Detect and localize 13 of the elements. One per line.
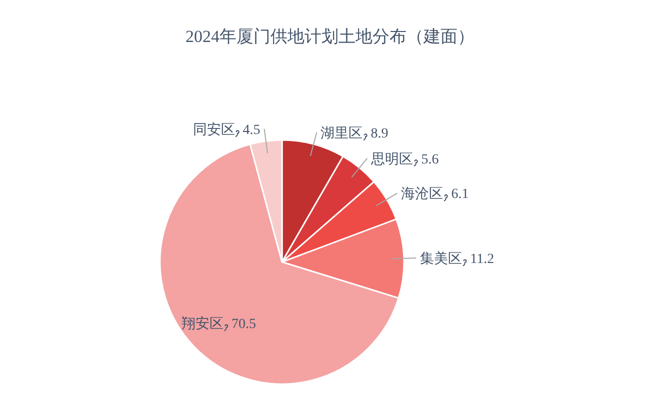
slice-label: 翔安区 <box>182 316 224 332</box>
data-label: 11.2 <box>470 252 494 268</box>
slice-label: 海沧区 <box>401 186 444 202</box>
data-label: 4.5 <box>242 122 260 138</box>
data-label: 5.6 <box>421 152 439 168</box>
data-label: 70.5 <box>232 317 256 332</box>
slice-label: 同安区 <box>192 122 235 138</box>
data-label: 6.1 <box>451 187 469 202</box>
slice-label: 集美区 <box>420 251 462 268</box>
slice-label: 湖里区 <box>320 125 363 142</box>
chart-title: 2024年厦门供地计划土地分布（建面） <box>186 27 474 46</box>
data-label: 8.9 <box>370 126 388 142</box>
slice-label: 思明区 <box>370 151 414 168</box>
